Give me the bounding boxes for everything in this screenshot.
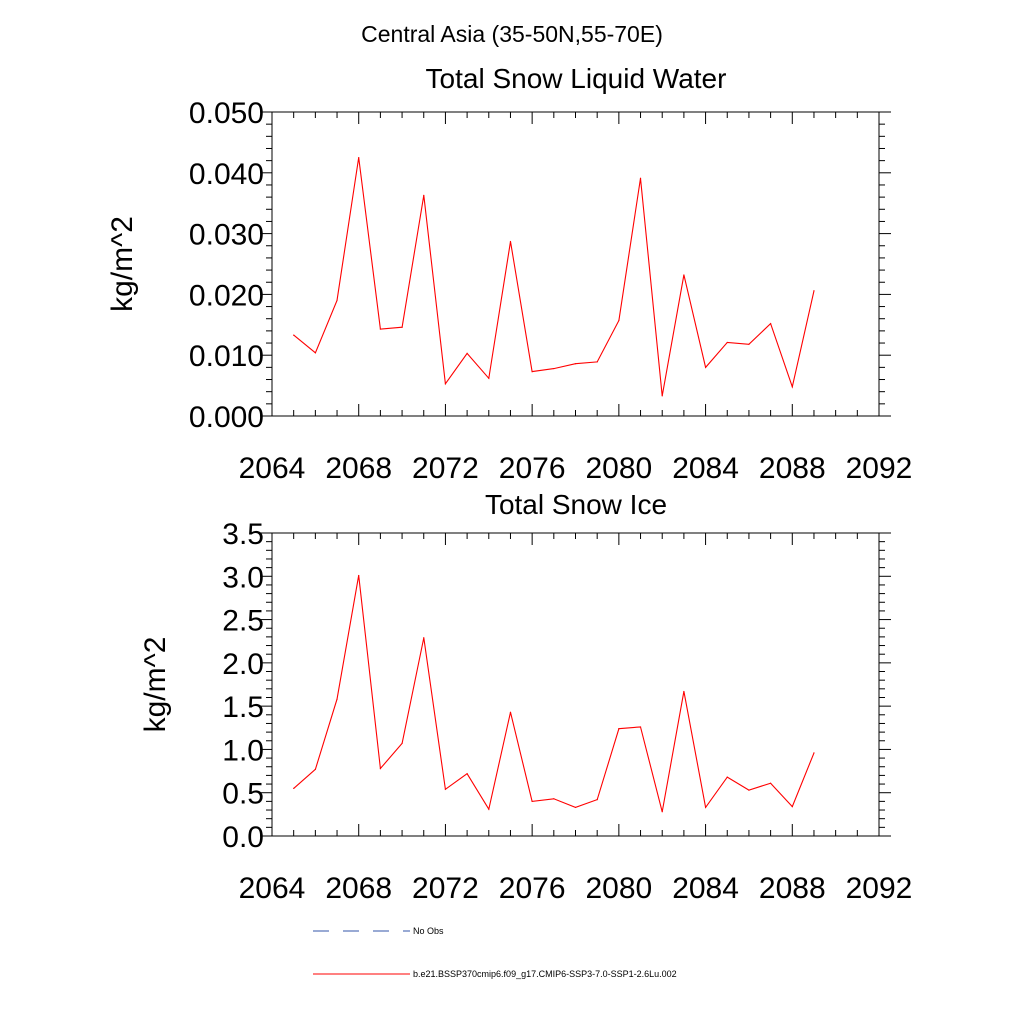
legend-label-no-obs: No Obs (413, 926, 444, 936)
data-point (553, 798, 555, 800)
legend-label-model-run: b.e21.BSSP370cmip6.f09_g17.CMIP6-SSP3-7.… (413, 969, 677, 979)
data-point (488, 377, 490, 379)
x-tick-label: 2076 (499, 452, 566, 485)
y-tick-label: 0.040 (189, 158, 264, 191)
plot-frame (271, 532, 880, 837)
x-tick-label: 2088 (759, 452, 826, 485)
data-point (661, 395, 663, 397)
y-tick-label: 2.5 (222, 605, 264, 638)
data-point (293, 787, 295, 789)
data-point (618, 728, 620, 730)
y-tick-label: 2.0 (222, 648, 264, 681)
data-point (293, 334, 295, 336)
chart-title: Total Snow Liquid Water (426, 63, 727, 94)
y-axis-label: kg/m^2 (139, 637, 172, 733)
x-tick-label: 2072 (412, 872, 479, 905)
data-point (748, 343, 750, 345)
x-tick-label: 2084 (672, 452, 739, 485)
legend: No Obs b.e21.BSSP370cmip6.f09_g17.CMIP6-… (313, 926, 677, 979)
x-tick-label: 2072 (412, 452, 479, 485)
y-tick-label: 0.020 (189, 279, 264, 312)
data-point (726, 341, 728, 344)
x-tick-label: 2092 (846, 872, 913, 905)
x-tick-label: 2088 (759, 872, 826, 905)
data-point (770, 322, 772, 325)
data-point (574, 806, 577, 809)
series-line (293, 575, 815, 812)
data-point (770, 782, 772, 784)
data-point (813, 752, 815, 754)
y-tick-label: 3.0 (222, 561, 264, 594)
data-point (639, 177, 642, 179)
y-tick-label: 1.5 (222, 691, 264, 724)
x-tick-label: 2092 (846, 452, 913, 485)
y-tick-label: 0.0 (222, 821, 264, 854)
data-point (618, 319, 620, 322)
y-tick-label: 0.5 (222, 778, 264, 811)
data-point (639, 726, 642, 728)
data-point (791, 805, 793, 808)
x-tick-label: 2064 (239, 452, 306, 485)
y-tick-label: 0.010 (189, 340, 264, 373)
data-point (314, 352, 316, 354)
figure-title: Central Asia (35-50N,55-70E) (361, 21, 663, 47)
data-point (336, 299, 338, 302)
data-point (748, 789, 750, 791)
x-tick-label: 2068 (325, 872, 392, 905)
data-point (704, 366, 707, 368)
data-point (704, 806, 707, 809)
data-point (358, 157, 360, 159)
data-point (466, 352, 468, 354)
data-point (531, 800, 533, 802)
y-tick-label: 1.0 (222, 734, 264, 767)
data-point (726, 776, 728, 778)
x-tick-label: 2084 (672, 872, 739, 905)
data-point (379, 328, 381, 330)
data-point (813, 290, 815, 292)
x-tick-label: 2068 (325, 452, 392, 485)
data-point (401, 326, 403, 328)
data-point (314, 768, 316, 770)
data-point (509, 711, 512, 713)
y-tick-label: 0.050 (189, 97, 264, 130)
x-tick-label: 2080 (585, 872, 652, 905)
data-point (488, 808, 490, 810)
x-tick-label: 2076 (499, 872, 566, 905)
series-line (293, 157, 815, 396)
data-point (531, 371, 533, 373)
y-axis-label: kg/m^2 (106, 216, 139, 312)
data-point (574, 363, 577, 365)
y-tick-label: 0.000 (189, 401, 264, 434)
data-point (509, 240, 512, 243)
chart-title: Total Snow Ice (485, 489, 667, 520)
x-tick-label: 2080 (585, 452, 652, 485)
y-tick-label: 0.030 (189, 219, 264, 252)
data-point (683, 690, 685, 693)
data-point (596, 361, 598, 363)
data-point (596, 799, 598, 801)
data-point (423, 637, 425, 639)
chart-panel-top: Total Snow Liquid Water 2064 2068 2072 2076… (106, 63, 912, 485)
y-tick-label: 3.5 (222, 518, 264, 551)
x-tick-label: 2064 (239, 872, 306, 905)
data-point (379, 767, 381, 770)
data-point (466, 773, 468, 775)
data-point (358, 574, 360, 577)
data-point (336, 698, 338, 700)
data-point (423, 194, 425, 196)
data-point (661, 811, 663, 813)
data-point (683, 274, 685, 276)
plot-frame (271, 111, 880, 417)
data-point (444, 383, 447, 385)
data-point (401, 742, 403, 744)
data-point (553, 367, 555, 370)
chart-panel-bottom: Total Snow Ice 2064 2068 2072 2076 2080 2084 2… (139, 489, 912, 905)
data-point (791, 386, 793, 388)
data-point (444, 788, 447, 790)
